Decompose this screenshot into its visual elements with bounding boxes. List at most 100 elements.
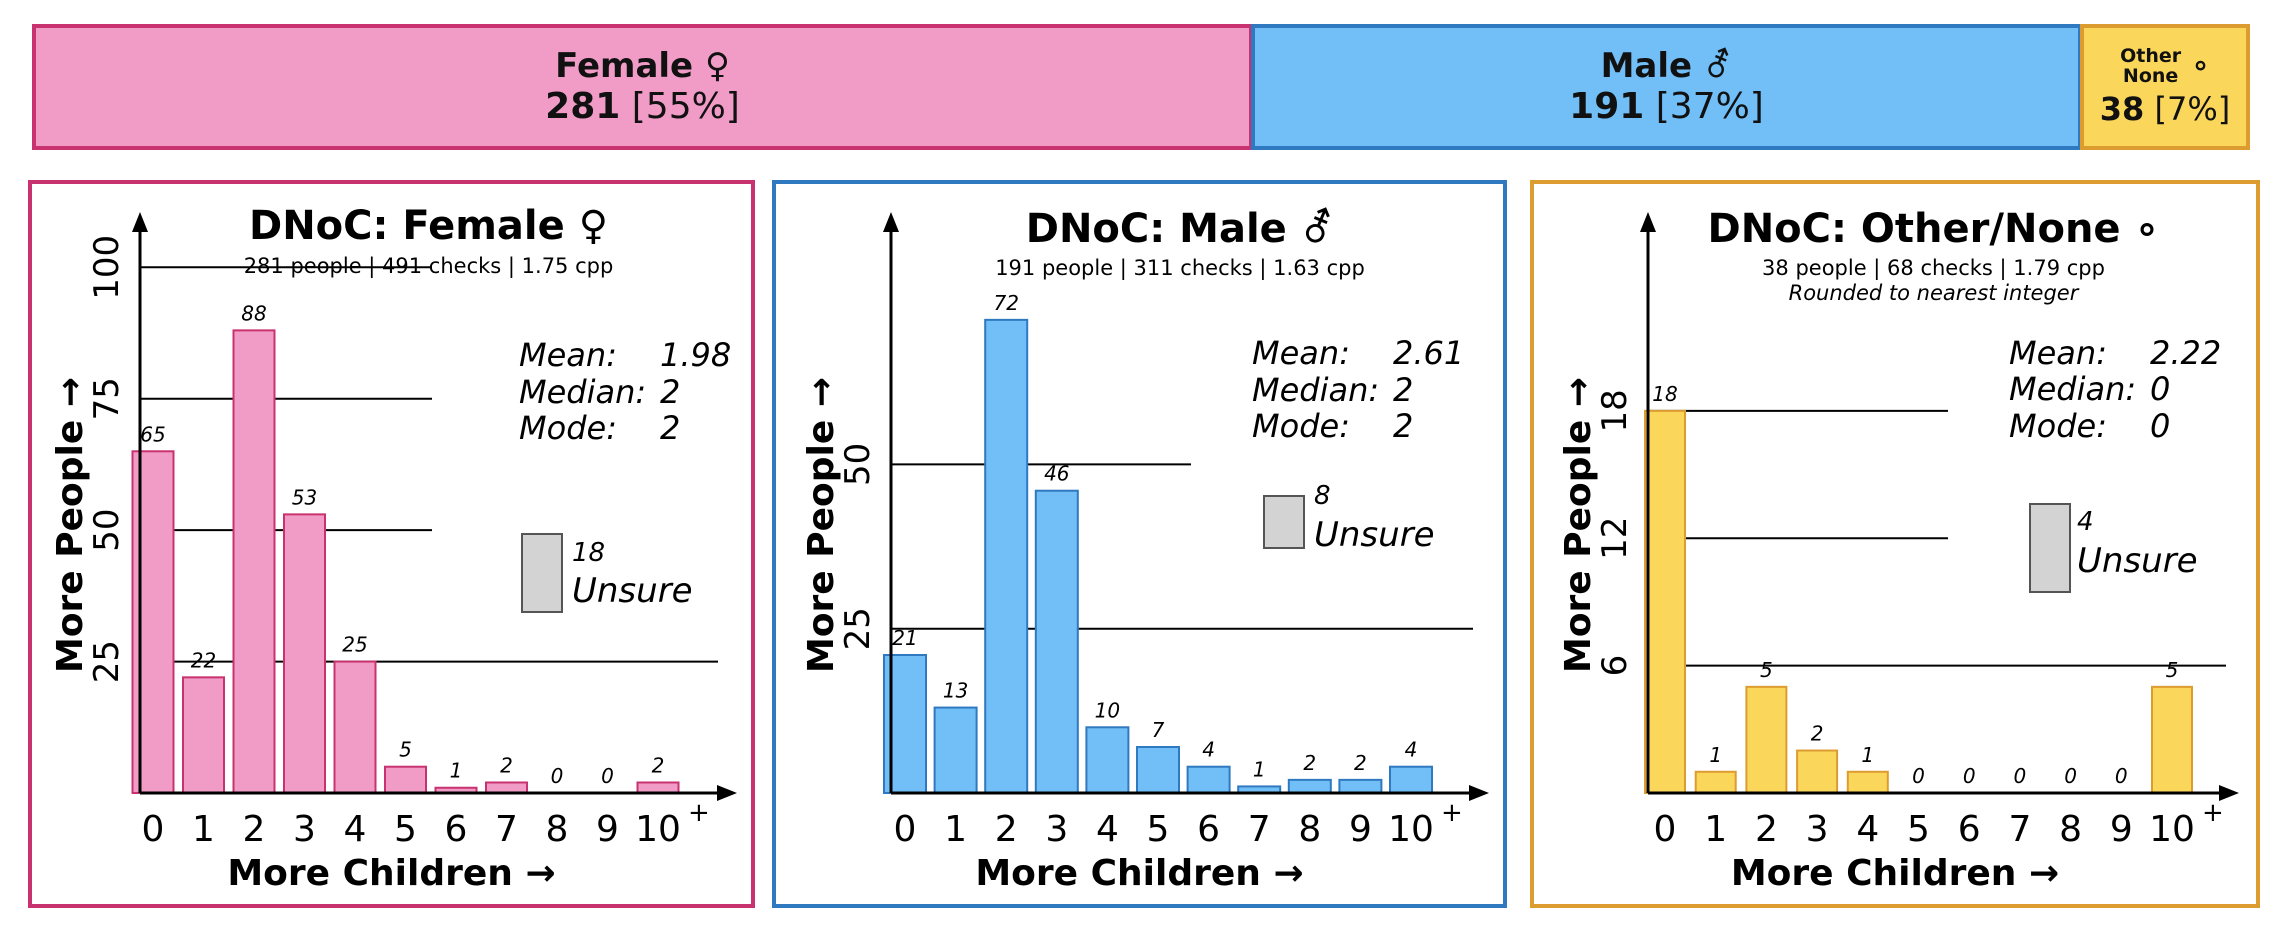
- chart-subtitle: 281 people | 491 checks | 1.75 cpp: [244, 254, 614, 279]
- chart-panel-female: 25 50 75 100 65 22 88 53 25 5 1 2 0 0 2 0 1 2 3 4 5 6 7 8 9 10 + Mo…: [28, 180, 755, 908]
- bar-value-label: 1: [1709, 743, 1722, 767]
- stat-value: 2: [660, 373, 680, 411]
- bar-value-label: 4: [1405, 738, 1418, 762]
- bar-2: [1745, 685, 1788, 795]
- x-tick-label: 2: [1755, 809, 1778, 850]
- bar-value-label: 0: [601, 764, 614, 788]
- stat-label: Median:: [2009, 370, 2136, 408]
- x-tick-label: 2: [243, 809, 266, 850]
- bar-value-label: 2: [1303, 751, 1316, 775]
- bar-10: [2151, 685, 2193, 795]
- chart-panel-male: 25 50 21 13 72 46 10 7 4 1 2 2 4 0 1 2 3 4 5 6 7 8 9 10 + More Ch…: [772, 180, 1507, 908]
- y-axis-title: More People →: [50, 377, 91, 673]
- y-tick-label: 50: [87, 509, 127, 552]
- x-tick-label: 7: [2008, 809, 2031, 850]
- bar-4: [333, 660, 377, 795]
- x-tick-label: 10: [1388, 809, 1434, 850]
- bar-3: [1034, 489, 1079, 794]
- bar-value-label: 46: [1044, 462, 1069, 486]
- y-axis-title: More People →: [801, 377, 842, 673]
- bar-4: [1085, 726, 1130, 794]
- bar-value-label: 2: [652, 753, 665, 777]
- bar-value-label: 21: [892, 626, 917, 650]
- y-tick-label: 12: [1595, 517, 1635, 560]
- x-tick-superscript: +: [1441, 798, 1463, 828]
- y-axis-arrow-icon: [1640, 212, 1656, 232]
- unsure-box: [1263, 495, 1305, 549]
- chart-subtitle: 38 people | 68 checks | 1.79 cpp: [1762, 256, 2105, 281]
- bar-1: [1694, 770, 1737, 794]
- bar-value-label: 1: [1861, 743, 1874, 767]
- stat-value: 0: [2150, 370, 2170, 408]
- x-tick-label: 1: [192, 809, 215, 850]
- stat-label: Mean:: [1252, 334, 1350, 372]
- bar-value-label: 0: [551, 764, 564, 788]
- bar-value-label: 0: [2115, 764, 2128, 788]
- x-tick-label: 1: [944, 809, 967, 850]
- bar-6: [1186, 765, 1231, 795]
- x-tick-label: 3: [1045, 809, 1068, 850]
- y-tick-label: 18: [1595, 389, 1635, 432]
- chart-panel-other: 6 12 18 18 1 5 2 1 0 0 0 0 0 5 0 1 2 3 4 5 6 7 8 9 10 + More Child…: [1530, 180, 2260, 908]
- bar-4: [1846, 770, 1889, 794]
- x-tick-label: 10: [2149, 809, 2195, 850]
- unsure-value: 4: [2077, 507, 2094, 537]
- y-tick-label: 50: [838, 443, 878, 486]
- x-tick-label: 6: [445, 809, 468, 850]
- stat-label: Median:: [1252, 371, 1379, 409]
- y-axis-arrow-icon: [132, 212, 148, 232]
- stat-value: 0: [2150, 407, 2170, 445]
- x-tick-label: 2: [995, 809, 1018, 850]
- x-tick-label: 8: [2059, 809, 2082, 850]
- x-tick-superscript: +: [688, 798, 710, 828]
- bar-10: [1389, 765, 1433, 795]
- y-tick-label: 6: [1595, 655, 1635, 677]
- x-tick-label: 6: [1958, 809, 1981, 850]
- summary-male: Male ⚦ 191 [37%]: [1251, 24, 2082, 150]
- stat-label: Mode:: [2009, 407, 2107, 445]
- bar-1: [182, 676, 225, 795]
- unsure-value: 8: [1314, 481, 1331, 511]
- x-tick-label: 9: [2110, 809, 2133, 850]
- bar-value-label: 10: [1095, 698, 1120, 722]
- summary-other-label-line2: None: [2122, 64, 2179, 87]
- x-tick-superscript: +: [2202, 798, 2224, 828]
- chart-note: Rounded to nearest integer: [1789, 281, 2080, 305]
- y-tick-label: 25: [838, 607, 878, 650]
- x-tick-label: 0: [142, 809, 165, 850]
- chart-title: DNoC: Other/None ∘: [1707, 206, 2159, 252]
- bar-value-label: 7: [1152, 718, 1165, 742]
- stat-label: Mode:: [519, 409, 617, 447]
- summary-other-label: Other None ∘: [2120, 44, 2210, 87]
- x-tick-label: 5: [1147, 809, 1170, 850]
- stat-label: Mean:: [519, 336, 617, 374]
- x-tick-label: 0: [894, 809, 917, 850]
- x-axis-title: More Children →: [1731, 853, 2059, 894]
- bar-value-label: 2: [1354, 751, 1367, 775]
- x-tick-label: 4: [1096, 809, 1119, 850]
- bar-value-label: 65: [140, 422, 165, 446]
- bar-value-label: 0: [1912, 764, 1925, 788]
- x-tick-label: 5: [1907, 809, 1930, 850]
- x-tick-label: 3: [293, 809, 316, 850]
- bar-10: [636, 781, 680, 795]
- x-tick-label: 6: [1197, 809, 1220, 850]
- stat-value: 1.98: [660, 336, 731, 374]
- bar-7: [485, 781, 528, 795]
- bar-value-label: 5: [1760, 658, 1773, 682]
- bar-value-label: 0: [1963, 764, 1976, 788]
- x-axis-title: More Children →: [227, 853, 555, 894]
- summary-other-label-line1: Other: [2120, 44, 2182, 67]
- chart-title: DNoC: Male ⚦: [1026, 206, 1335, 252]
- bar-value-label: 1: [450, 759, 463, 783]
- summary-female: Female ♀ 281 [55%]: [32, 24, 1253, 150]
- bar-value-label: 13: [943, 679, 968, 703]
- x-tick-label: 7: [1248, 809, 1271, 850]
- x-tick-label: 1: [1704, 809, 1727, 850]
- bar-3: [1796, 749, 1839, 794]
- summary-other: Other None ∘ 38 [7%]: [2080, 24, 2250, 150]
- x-tick-label: 8: [546, 809, 569, 850]
- bar-1: [933, 706, 978, 794]
